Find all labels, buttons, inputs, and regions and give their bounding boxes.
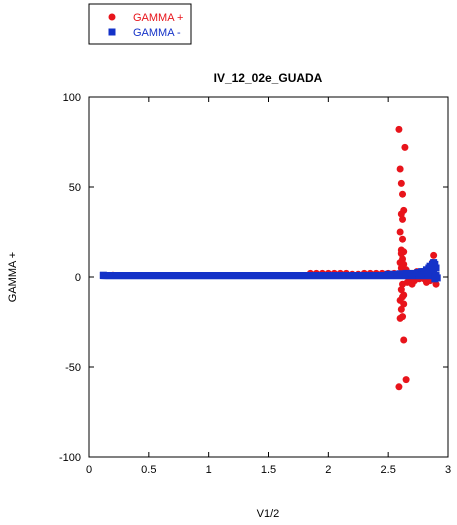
data-point-gamma-plus (402, 376, 410, 384)
data-point-gamma-plus (399, 190, 407, 198)
legend-label-gamma-minus: GAMMA - (133, 27, 181, 39)
data-point-gamma-plus (397, 286, 405, 294)
data-point-gamma-plus (399, 215, 407, 223)
y-tick-label: 100 (63, 92, 81, 104)
data-point-gamma-minus (430, 266, 438, 274)
data-point-gamma-plus (396, 165, 404, 173)
data-point-gamma-plus (399, 235, 407, 243)
x-tick-label: 2.5 (381, 464, 396, 476)
data-point-gamma-plus (397, 210, 405, 218)
legend-marker-gamma-minus (108, 28, 116, 36)
x-axis: 0 0.5 1 1.5 2 2.5 3 (86, 97, 451, 476)
series-gamma-minus (99, 259, 441, 283)
data-point-gamma-minus (402, 269, 410, 277)
legend-box (88, 3, 192, 45)
x-tick-label: 1.5 (261, 464, 276, 476)
data-point-gamma-minus (415, 271, 423, 279)
y-tick-label: -100 (59, 452, 81, 464)
data-point-gamma-plus (395, 383, 403, 391)
data-point-gamma-plus (400, 300, 408, 308)
data-point-gamma-plus (396, 314, 404, 322)
y-tick-label: -50 (65, 362, 81, 374)
data-point-gamma-minus (99, 271, 107, 279)
x-tick-label: 3 (445, 464, 451, 476)
x-tick-label: 0.5 (141, 464, 156, 476)
y-axis: -100 -50 0 50 100 (59, 92, 448, 464)
y-axis-label: GAMMA + (7, 252, 19, 302)
data-point-gamma-plus (397, 305, 405, 313)
data-point-gamma-minus (390, 270, 398, 278)
legend-label-gamma-plus: GAMMA + (133, 12, 183, 24)
x-tick-label: 0 (86, 464, 92, 476)
data-point-gamma-minus (433, 274, 441, 282)
data-point-gamma-minus (408, 269, 416, 277)
data-point-gamma-plus (400, 336, 408, 344)
x-axis-label: V1/2 (257, 508, 280, 520)
data-point-gamma-plus (430, 251, 438, 259)
data-point-gamma-plus (395, 125, 403, 133)
data-point-gamma-minus (384, 270, 392, 278)
data-point-gamma-plus (397, 250, 405, 258)
y-tick-label: 50 (69, 182, 81, 194)
data-point-gamma-plus (432, 280, 440, 288)
series-gamma-plus (109, 125, 440, 391)
data-point-gamma-plus (397, 179, 405, 187)
legend: GAMMA + GAMMA - (88, 3, 192, 45)
chart-title: IV_12_02e_GUADA (214, 71, 323, 85)
data-point-gamma-minus (424, 269, 432, 277)
legend-marker-gamma-plus (108, 13, 116, 21)
y-tick-label: 0 (75, 272, 81, 284)
data-point-gamma-plus (396, 228, 404, 236)
x-tick-label: 2 (325, 464, 331, 476)
data-point-gamma-minus (431, 260, 439, 268)
data-point-gamma-plus (401, 143, 409, 151)
data-point-gamma-minus (396, 270, 404, 278)
x-tick-label: 1 (206, 464, 212, 476)
